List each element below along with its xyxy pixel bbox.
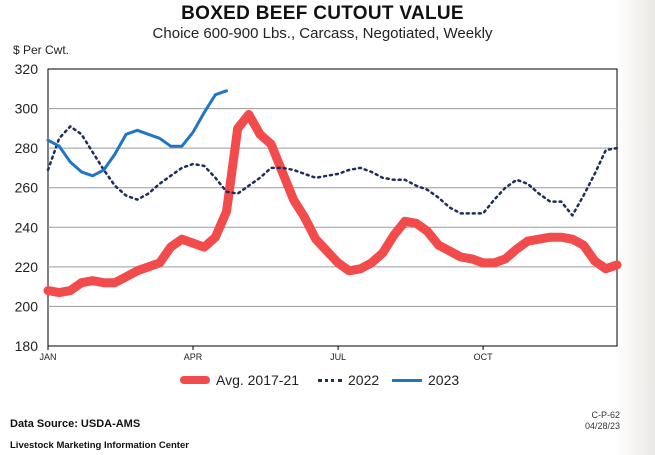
organization-label: Livestock Marketing Information Center bbox=[10, 440, 189, 451]
y-tick-label: 200 bbox=[15, 298, 39, 314]
legend: Avg. 2017-21 2022 2023 bbox=[180, 372, 500, 392]
legend-label-2022: 2022 bbox=[348, 372, 380, 388]
background-gradient bbox=[615, 0, 655, 455]
y-tick-label: 320 bbox=[15, 61, 39, 77]
legend-item-2022: 2022 bbox=[318, 372, 379, 388]
legend-label-avg: Avg. 2017-21 bbox=[216, 372, 300, 388]
x-tick-label: JAN bbox=[39, 352, 56, 362]
legend-swatch-2023 bbox=[392, 378, 422, 382]
y-tick-label: 220 bbox=[15, 259, 39, 275]
chart-subtitle: Choice 600-900 Lbs., Carcass, Negotiated… bbox=[152, 25, 493, 42]
series-layer bbox=[43, 89, 622, 298]
x-tick-label: JUL bbox=[330, 352, 346, 362]
x-tick-label: OCT bbox=[474, 352, 494, 362]
series-line-0 bbox=[43, 110, 622, 298]
chart-code: C-P-62 04/28/23 bbox=[585, 410, 620, 432]
legend-item-avg: Avg. 2017-21 bbox=[180, 372, 299, 388]
y-tick-label: 260 bbox=[15, 180, 39, 196]
legend-swatch-avg bbox=[180, 376, 210, 384]
data-source: Data Source: USDA-AMS bbox=[10, 418, 141, 430]
series-line-1 bbox=[46, 125, 619, 217]
y-tick-label: 240 bbox=[15, 219, 39, 235]
legend-label-2023: 2023 bbox=[428, 372, 460, 388]
x-tick-label: APR bbox=[184, 352, 203, 362]
axis-layer: 180 200 220 240 260 280 300 320 JAN APR JUL OCT bbox=[15, 61, 493, 362]
legend-swatch-2022 bbox=[318, 378, 342, 382]
chart-date: 04/28/23 bbox=[584, 421, 620, 431]
plot-frame bbox=[47, 68, 618, 347]
y-tick-label: 300 bbox=[15, 101, 39, 117]
chart-title: BOXED BEEF CUTOUT VALUE bbox=[181, 3, 464, 24]
y-tick-label: 280 bbox=[15, 140, 39, 156]
series-line-2 bbox=[46, 89, 228, 178]
legend-item-2023: 2023 bbox=[392, 372, 459, 388]
y-tick-label: 180 bbox=[15, 338, 39, 354]
grid-layer bbox=[47, 68, 618, 347]
y-axis-label: $ Per Cwt. bbox=[13, 43, 70, 57]
chart-id: C-P-62 bbox=[591, 410, 620, 420]
